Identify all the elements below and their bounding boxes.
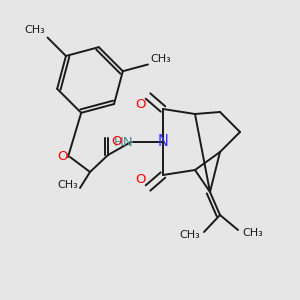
Text: CH₃: CH₃ [242, 228, 263, 238]
Text: CH₃: CH₃ [179, 230, 200, 240]
Text: O: O [58, 151, 68, 164]
Text: N: N [158, 134, 168, 149]
Text: O: O [111, 135, 122, 148]
Text: O: O [136, 173, 146, 186]
Text: CH₃: CH₃ [25, 26, 46, 35]
Text: O: O [136, 98, 146, 111]
Text: HN: HN [113, 136, 133, 148]
Text: CH₃: CH₃ [57, 180, 78, 190]
Text: CH₃: CH₃ [151, 54, 172, 64]
